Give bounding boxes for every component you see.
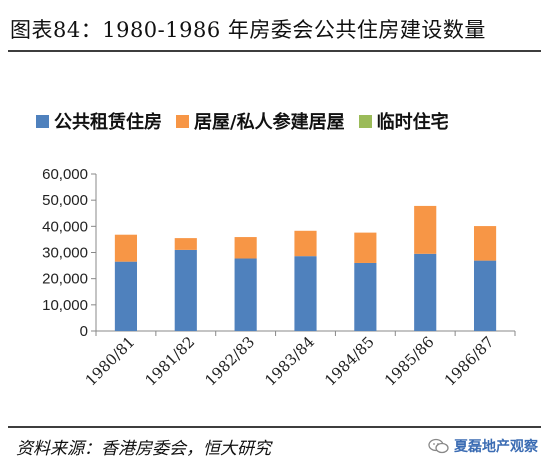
title-divider [8,50,541,52]
legend-swatch-home-ownership [176,114,189,128]
x-tick-label: 1983/84 [261,333,318,390]
bar-home-ownership [473,226,497,261]
bar-home-ownership [114,234,138,262]
y-tick-label: 10,000 [42,297,88,314]
legend-label-home-ownership: 居屋/私人参建居屋 [194,112,345,133]
legend-label-temporary: 临时住宅 [376,112,449,133]
bar-public-rental [114,261,138,331]
bar-home-ownership [294,230,317,257]
wechat-icon [428,438,449,454]
y-tick-label: 30,000 [42,245,88,262]
y-tick-label: 0 [80,323,88,340]
bar-home-ownership [174,238,197,250]
chart-legend: 公共租赁住房 居屋/私人参建居屋 临时住宅 [36,108,463,134]
source-divider [8,426,541,428]
x-tick-label: 1985/86 [381,333,438,390]
bar-public-rental [294,256,317,331]
bar-public-rental [354,262,377,331]
legend-item-home-ownership: 居屋/私人参建居屋 [176,108,345,134]
watermark: 夏磊地产观察 [428,436,538,456]
bar-home-ownership [354,232,377,263]
legend-label-public-rental: 公共租赁住房 [54,112,162,133]
x-tick-label: 1981/82 [142,333,199,390]
legend-swatch-temporary [358,114,372,128]
bar-home-ownership [414,205,437,254]
watermark-text: 夏磊地产观察 [454,439,538,455]
bar-public-rental [174,249,197,331]
x-tick-label: 1984/85 [321,333,378,390]
bar-public-rental [234,258,257,331]
bar-public-rental [414,253,437,331]
y-tick-label: 50,000 [42,192,88,209]
x-tick-label: 1986/87 [441,333,498,390]
x-tick-label: 1980/81 [82,333,139,390]
legend-item-public-rental: 公共租赁住房 [36,108,162,134]
legend-swatch-public-rental [36,114,49,128]
y-tick-label: 60,000 [42,166,88,183]
legend-item-temporary: 临时住宅 [358,108,449,134]
bar-chart: 0 10,000 20,000 30,000 40,000 50,000 60,000 198… [42,166,516,390]
source-note: 资料来源：香港房委会，恒大研究 [16,439,271,459]
y-tick-label: 20,000 [42,271,88,288]
bar-public-rental [473,260,497,331]
x-tick-label: 1982/83 [201,333,258,390]
bar-home-ownership [234,237,257,259]
y-tick-label: 40,000 [42,218,88,235]
chart-title: 图表84：1980-1986 年房委会公共住房建设数量 [10,18,486,42]
